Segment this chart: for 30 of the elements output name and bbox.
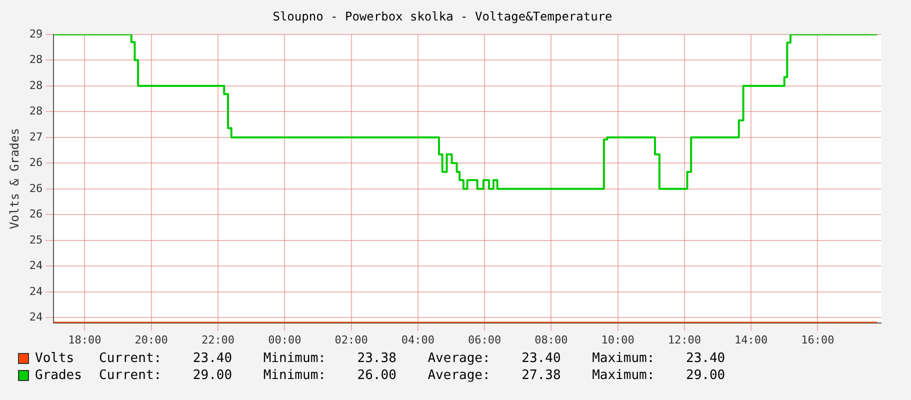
y-tick-label: 28 bbox=[29, 104, 43, 118]
y-axis-title: Volts & Grades bbox=[7, 128, 22, 230]
x-tick-label: 20:00 bbox=[134, 333, 168, 346]
x-tick-label: 22:00 bbox=[201, 333, 235, 346]
y-tick-label: 28 bbox=[29, 78, 43, 92]
y-tick-label: 29 bbox=[29, 27, 43, 40]
x-tick-label: 10:00 bbox=[601, 333, 634, 346]
x-tick-label: 16:00 bbox=[801, 333, 834, 346]
y-tick-label: 26 bbox=[29, 208, 43, 221]
y-tick-label: 26 bbox=[29, 182, 43, 195]
y-tick-label: 24 bbox=[29, 284, 44, 298]
legend-label: Grades bbox=[35, 368, 83, 383]
x-tick-label: 14:00 bbox=[734, 333, 768, 346]
x-tick-label: 04:00 bbox=[401, 333, 434, 346]
text: Current: 23.40 Minimum: 23.38 Average: 23.40 Maximum: 23.40 bbox=[99, 351, 726, 366]
chart-title: Sloupno - Powerbox skolka - Voltage&Temperature bbox=[272, 9, 612, 24]
legend-label: Volts bbox=[35, 351, 76, 366]
x-tick-label: 02:00 bbox=[334, 333, 368, 346]
y-tick-label: 24 bbox=[29, 310, 44, 324]
y-tick-label: 27 bbox=[29, 130, 43, 144]
y-tick-label: 24 bbox=[29, 259, 44, 272]
y-tick-label: 28 bbox=[29, 53, 43, 66]
text: Current: 29.00 Minimum: 26.00 Average: 27.38 Maximum: 29.00 bbox=[99, 368, 726, 383]
y-tick-label: 25 bbox=[29, 233, 43, 246]
x-tick-label: 00:00 bbox=[268, 333, 302, 346]
x-tick-label: 18:00 bbox=[68, 333, 102, 346]
y-tick-label: 26 bbox=[29, 156, 43, 170]
x-tick-label: 12:00 bbox=[668, 333, 701, 346]
x-tick-label: 06:00 bbox=[468, 333, 502, 346]
x-tick-label: 08:00 bbox=[534, 333, 568, 346]
